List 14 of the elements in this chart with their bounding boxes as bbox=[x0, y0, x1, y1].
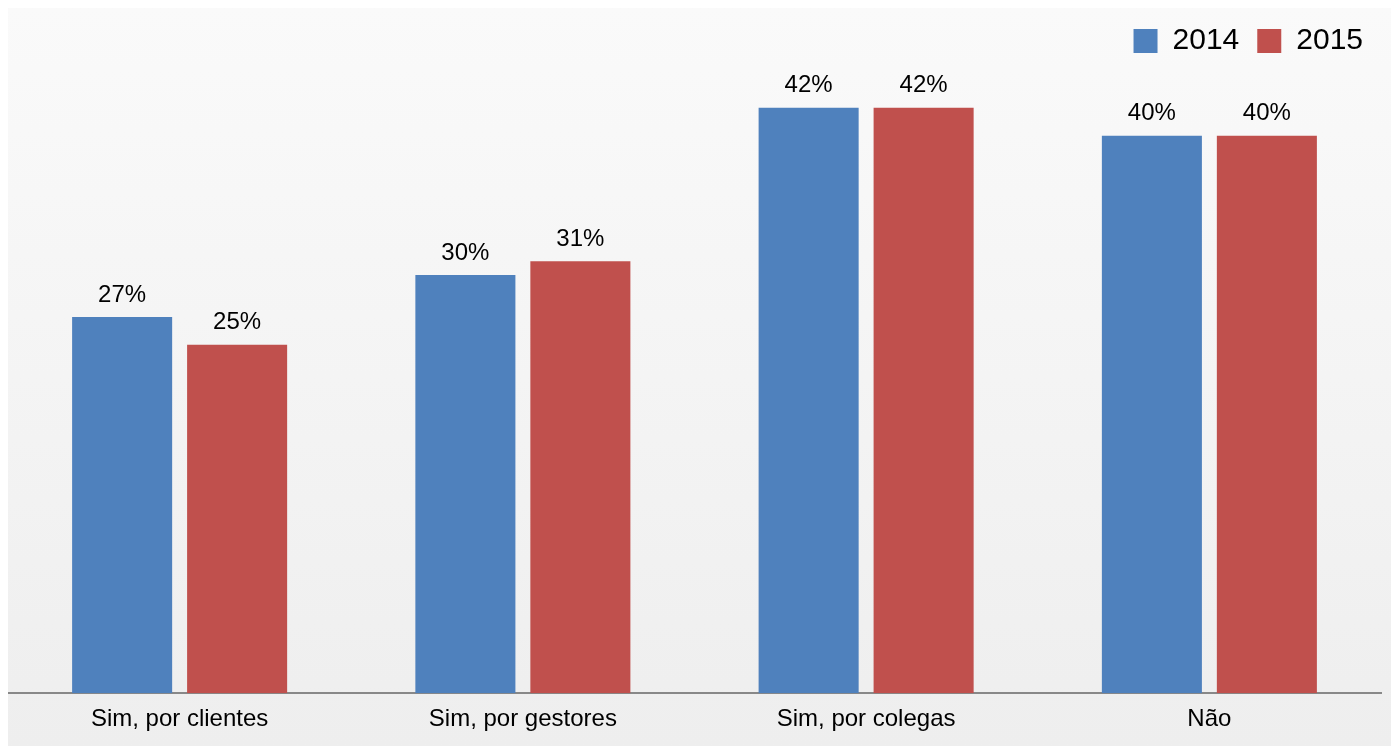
data-label: 40% bbox=[1242, 98, 1291, 126]
data-label: 30% bbox=[441, 237, 490, 265]
data-label: 31% bbox=[556, 223, 605, 251]
data-label: 42% bbox=[899, 70, 948, 98]
x-tick-label: Sim, por colegas bbox=[776, 704, 956, 732]
data-label: 27% bbox=[98, 279, 147, 307]
x-tick-label: Sim, por gestores bbox=[428, 704, 617, 732]
data-label: 42% bbox=[784, 70, 833, 98]
x-tick-label: Sim, por clientes bbox=[90, 704, 269, 732]
data-label: 40% bbox=[1127, 98, 1176, 126]
data-label: 25% bbox=[213, 307, 262, 335]
x-tick-label: Não bbox=[1187, 704, 1232, 732]
legend-label: 2014 bbox=[1172, 22, 1240, 56]
legend-label: 2015 bbox=[1296, 22, 1364, 56]
